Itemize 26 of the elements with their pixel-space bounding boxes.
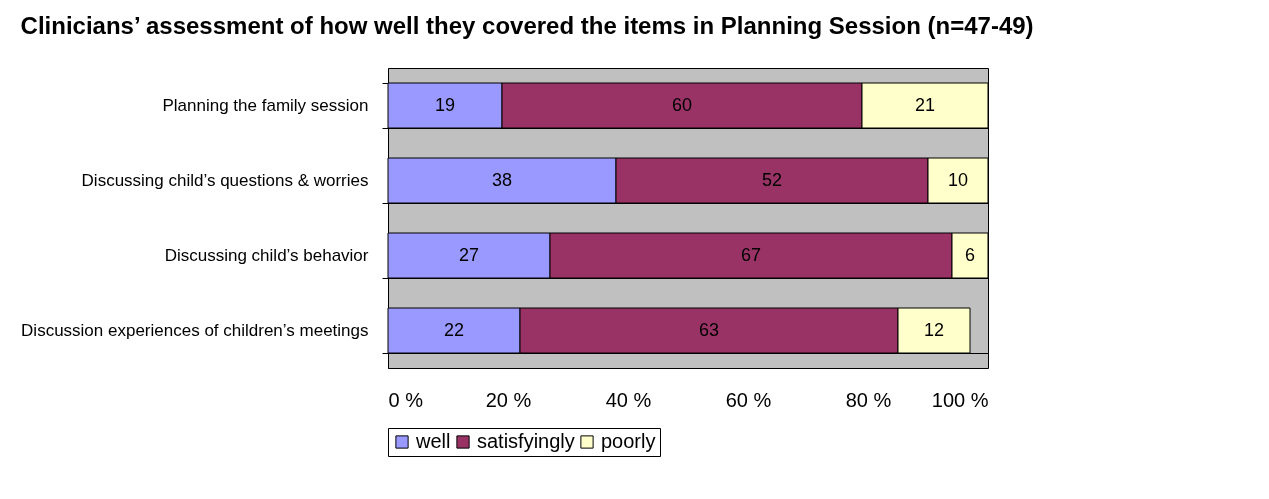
x-tick-label: 80 % — [845, 388, 892, 411]
y-tick-label: Discussing child’s behavior — [164, 246, 369, 265]
legend-label: poorly — [601, 430, 656, 452]
data-label: 52 — [761, 169, 783, 190]
data-label: 12 — [923, 319, 945, 340]
chart-title: Clinicians’ assessment of how well they covered the items in Planning Session (n=47-49) — [20, 12, 1034, 39]
data-label: 27 — [458, 244, 480, 265]
legend-label: satisfyingly — [477, 430, 575, 452]
data-label: 6 — [964, 244, 976, 265]
data-label: 21 — [914, 94, 936, 115]
data-label: 22 — [443, 319, 465, 340]
x-tick-label: 40 % — [605, 388, 652, 411]
legend-label: well — [415, 430, 451, 452]
x-tick-label: 20 % — [485, 388, 532, 411]
x-tick-label: 100 % — [931, 388, 989, 411]
y-tick-label: Planning the family session — [162, 96, 369, 115]
x-tick-label: 0 % — [388, 388, 424, 411]
x-tick-label: 60 % — [725, 388, 772, 411]
y-tick-label: Discussion experiences of children’s meetings — [21, 321, 369, 340]
data-label: 63 — [698, 319, 720, 340]
data-label: 10 — [947, 169, 969, 190]
data-label: 67 — [740, 244, 762, 265]
y-tick-label: Discussing child’s questions & worries — [81, 171, 369, 190]
data-label: 38 — [491, 169, 513, 190]
data-label: 60 — [671, 94, 693, 115]
data-label: 19 — [434, 94, 456, 115]
